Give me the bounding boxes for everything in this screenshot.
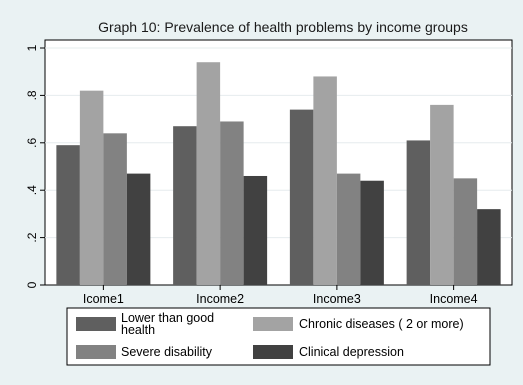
bar (126, 173, 151, 285)
legend-label: Clinical depression (299, 345, 404, 359)
bar (406, 140, 431, 285)
bar (313, 76, 337, 285)
y-tick-label: .2 (25, 232, 39, 242)
bar (336, 173, 361, 285)
y-tick-label: .8 (25, 90, 39, 100)
y-tick-label: 1 (25, 44, 39, 51)
bar (103, 133, 127, 285)
bar (79, 90, 104, 285)
y-tick-label: .6 (25, 137, 39, 147)
bar (430, 104, 454, 285)
bar (289, 109, 314, 286)
legend-label: Lower than good (121, 311, 214, 325)
x-tick-label: Income4 (430, 292, 478, 306)
bar (196, 62, 221, 285)
bar (56, 145, 80, 285)
bars (56, 62, 501, 286)
legend-label: Severe disability (121, 345, 213, 359)
legend-swatch (76, 345, 116, 359)
y-tick-label: .4 (25, 185, 39, 195)
chart-title: Graph 10: Prevalence of health problems … (98, 19, 468, 35)
axes: 0 .2 .4 .6 .8 1 Icome1 Income2 Income3 Income4 (25, 44, 478, 306)
legend-label: Chronic diseases ( 2 or more) (299, 317, 464, 331)
legend-swatch (76, 317, 116, 331)
bar (360, 180, 384, 285)
bar (220, 121, 244, 285)
bar (477, 209, 501, 285)
y-tick-label: 0 (25, 281, 39, 288)
bar (453, 178, 478, 285)
x-tick-label: Icome1 (83, 292, 124, 306)
legend-swatch (253, 345, 293, 359)
bar (173, 126, 197, 286)
x-tick-label: Income2 (196, 292, 244, 306)
legend-swatch (253, 317, 293, 331)
legend-label: health (121, 323, 155, 337)
x-tick-label: Income3 (313, 292, 361, 306)
bar (243, 175, 268, 285)
